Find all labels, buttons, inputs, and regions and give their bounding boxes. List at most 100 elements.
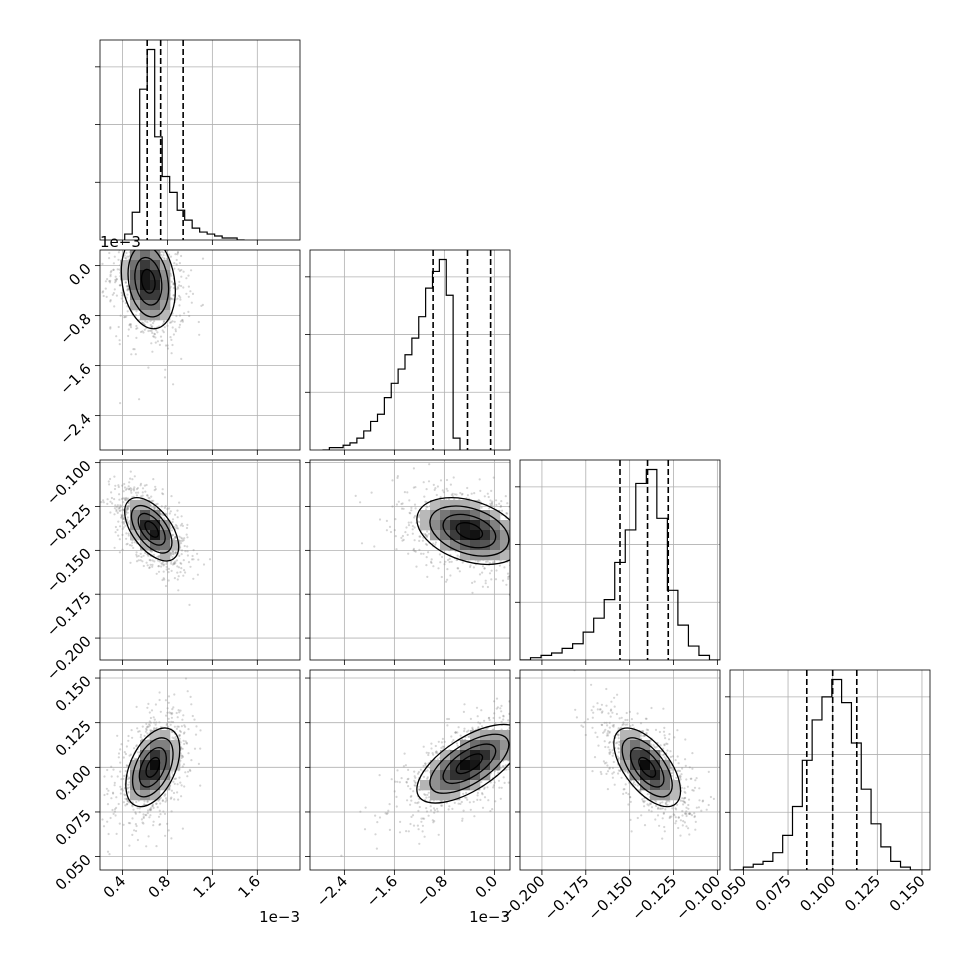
sample-point (172, 533, 175, 537)
sample-point (413, 775, 416, 778)
sample-point (429, 809, 433, 812)
sample-point (183, 537, 186, 540)
sample-point (143, 734, 146, 738)
sample-point (433, 488, 436, 491)
sample-point (186, 523, 189, 527)
sample-point (193, 747, 197, 750)
sample-point (110, 775, 113, 778)
y-tick-label: −0.175 (43, 588, 95, 640)
sample-point (555, 525, 557, 527)
density-cell (130, 300, 141, 311)
sample-point (125, 509, 129, 512)
sample-point (427, 551, 430, 554)
sample-point (125, 803, 129, 806)
sample-point (406, 778, 409, 781)
sample-point (132, 546, 135, 550)
sample-point (127, 734, 130, 738)
sample-point (108, 257, 111, 260)
sample-point (135, 705, 138, 709)
sample-point (118, 498, 121, 501)
density-cell (440, 780, 451, 791)
sample-point (498, 502, 501, 505)
sample-point (532, 703, 534, 705)
sample-point (425, 543, 429, 547)
sample-point (513, 522, 515, 524)
sample-point (187, 232, 189, 234)
sample-point (160, 512, 163, 516)
sample-point (120, 516, 123, 519)
sample-point (101, 818, 104, 821)
sample-point (426, 575, 429, 579)
sample-point (155, 845, 158, 848)
sample-point (622, 792, 625, 796)
density-cell (490, 520, 501, 531)
sample-point (119, 284, 122, 287)
sample-point (148, 558, 151, 562)
sample-point (126, 787, 129, 790)
sample-point (536, 744, 538, 746)
sample-point (501, 509, 504, 512)
sample-point (429, 560, 433, 564)
sample-point (115, 508, 118, 511)
sample-point (479, 798, 482, 802)
sample-point (401, 539, 404, 542)
sample-point (465, 730, 469, 733)
sample-point (514, 778, 516, 780)
sample-point (164, 793, 167, 796)
sample-point (153, 718, 156, 721)
sample-point (131, 805, 134, 808)
sample-point (400, 507, 404, 510)
sample-point (103, 775, 106, 778)
sample-point (113, 507, 116, 510)
sample-point (107, 832, 110, 836)
pair-panel-p0-p3: 0.4 0.8 1.2 1.61e−30.0500.0750.1000.1250.15… (52, 669, 301, 926)
sample-point (111, 808, 114, 812)
density-cell (440, 770, 451, 781)
sample-point (408, 499, 411, 502)
sample-point (176, 253, 179, 256)
sample-point (118, 493, 121, 496)
sample-point (161, 562, 164, 566)
sample-point (121, 514, 124, 517)
sample-point (410, 521, 413, 524)
sample-point (171, 556, 174, 559)
sample-point (489, 499, 492, 502)
sample-point (188, 603, 191, 607)
sample-point (537, 557, 539, 559)
sample-point (132, 489, 136, 492)
sample-point (158, 560, 161, 563)
sample-point (173, 262, 176, 265)
sample-point (189, 695, 192, 699)
sample-point (150, 326, 153, 329)
sample-point (176, 571, 179, 574)
sample-point (488, 718, 491, 722)
sample-point (106, 820, 109, 823)
sample-point (402, 765, 405, 768)
sample-point (133, 541, 136, 544)
pair-content (100, 470, 212, 607)
sample-point (151, 232, 153, 234)
sample-point (102, 825, 106, 828)
density-contour (416, 497, 510, 566)
sample-point (467, 735, 470, 738)
sample-point (180, 756, 183, 760)
density-cell (430, 770, 441, 781)
sample-point (197, 558, 200, 561)
sample-point (126, 799, 129, 803)
sample-point (450, 493, 453, 496)
sample-point (180, 542, 183, 545)
sample-point (498, 564, 501, 567)
sample-point (147, 227, 149, 229)
sample-point (402, 507, 405, 510)
sample-point (135, 824, 138, 828)
sample-point (110, 491, 113, 494)
sample-point (430, 561, 433, 565)
hist-panel-p2 (515, 459, 721, 665)
sample-point (160, 235, 162, 237)
sample-point (431, 752, 434, 755)
sample-point (169, 554, 172, 557)
sample-point (500, 704, 503, 708)
sample-point (128, 487, 131, 491)
sample-point (395, 795, 398, 799)
sample-point (128, 844, 131, 847)
